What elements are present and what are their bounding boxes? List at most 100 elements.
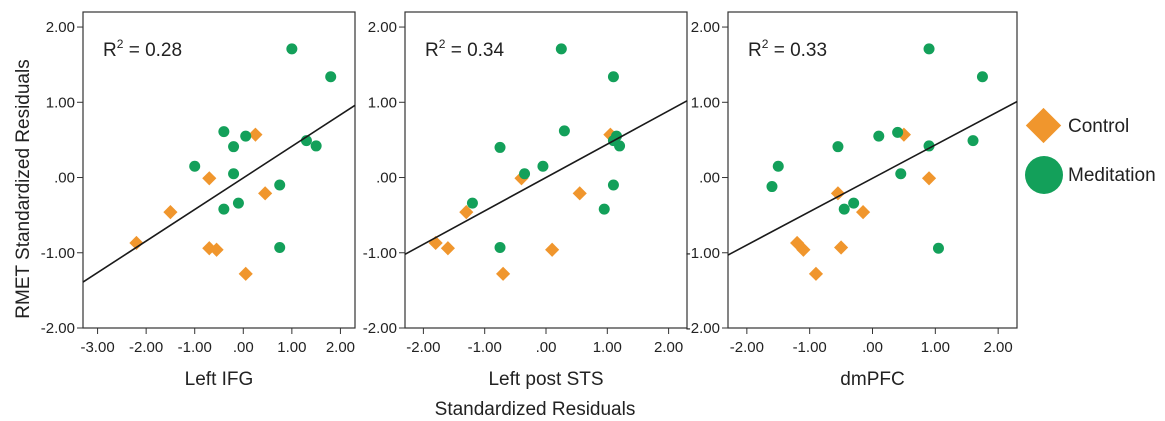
meditation-point bbox=[772, 160, 784, 172]
scatter-panel-1: -2.00 -1.00 .00 1.00 2.00 -3.00 -2.00 -1.00 .00 1… bbox=[41, 11, 356, 390]
scatter-panels: -2.00 -1.00 .00 1.00 2.00 -3.00 -2.00 -1.00 .00 1… bbox=[41, 11, 1018, 390]
r-squared-label: R2 = 0.33 bbox=[748, 37, 827, 61]
y-tick-label: -2.00 bbox=[41, 320, 75, 337]
meditation-point bbox=[848, 197, 860, 209]
y-tick-label: -1.00 bbox=[41, 245, 75, 262]
meditation-point bbox=[218, 126, 230, 138]
y-tick-label: -1.00 bbox=[363, 245, 397, 262]
meditation-point bbox=[325, 71, 337, 83]
legend-item-control: Control bbox=[1025, 107, 1129, 144]
plot-frame bbox=[82, 11, 356, 329]
x-tick-label: -1.00 bbox=[178, 339, 212, 356]
x-tick-label: 2.00 bbox=[984, 339, 1013, 356]
control-point bbox=[856, 205, 871, 220]
legend-label-control: Control bbox=[1068, 116, 1129, 137]
meditation-point bbox=[466, 197, 478, 209]
x-tick-label: .00 bbox=[233, 339, 254, 356]
y-tick-label: 1.00 bbox=[46, 94, 75, 111]
x-axis-label: Left post STS bbox=[488, 369, 603, 390]
meditation-point bbox=[895, 168, 907, 180]
y-tick-label: .00 bbox=[376, 170, 397, 187]
meditation-point bbox=[228, 168, 240, 180]
x-tick-label: -1.00 bbox=[468, 339, 502, 356]
meditation-point bbox=[892, 126, 904, 138]
meditation-point bbox=[189, 160, 201, 172]
meditation-point bbox=[274, 241, 286, 253]
legend: Control Meditation bbox=[1025, 107, 1156, 194]
x-tick-label: -2.00 bbox=[730, 339, 764, 356]
x-tick-label: 1.00 bbox=[593, 339, 622, 356]
meditation-point bbox=[838, 203, 850, 215]
control-point bbox=[129, 235, 144, 251]
meditation-point bbox=[598, 203, 610, 215]
x-tick-label: 2.00 bbox=[654, 339, 683, 356]
meditation-point bbox=[967, 135, 979, 147]
control-point bbox=[440, 241, 455, 256]
meditation-point bbox=[494, 141, 506, 153]
regression-line bbox=[727, 100, 1018, 256]
control-point bbox=[238, 266, 253, 281]
control-point bbox=[834, 240, 849, 255]
y-tick-label: 2.00 bbox=[368, 19, 397, 36]
meditation-point bbox=[923, 140, 935, 152]
legend-diamond-marker bbox=[1025, 107, 1062, 144]
control-point bbox=[921, 171, 937, 186]
x-tick-label: 1.00 bbox=[921, 339, 950, 356]
y-tick-label: .00 bbox=[54, 170, 75, 187]
x-tick-label: 1.00 bbox=[277, 339, 306, 356]
meditation-point bbox=[555, 43, 567, 55]
control-point bbox=[459, 205, 474, 220]
x-tick-label: -2.00 bbox=[406, 339, 440, 356]
control-point bbox=[796, 242, 811, 257]
x-tick-label: -1.00 bbox=[793, 339, 827, 356]
control-point bbox=[545, 242, 560, 257]
meditation-point bbox=[310, 140, 322, 152]
y-tick-label: 2.00 bbox=[691, 19, 720, 36]
meditation-point bbox=[923, 43, 935, 55]
x-axis-label: dmPFC bbox=[840, 369, 904, 390]
x-axis-label: Left IFG bbox=[185, 369, 254, 390]
control-point bbox=[202, 171, 217, 186]
meditation-point bbox=[766, 181, 778, 193]
y-axis-label: RMET Standardized Residuals bbox=[13, 59, 34, 318]
r-squared-label: R2 = 0.34 bbox=[425, 37, 504, 61]
meditation-point bbox=[218, 203, 230, 215]
meditation-point bbox=[537, 160, 549, 172]
meditation-point bbox=[832, 141, 844, 153]
y-tick-label: -1.00 bbox=[686, 245, 720, 262]
regression-line bbox=[404, 100, 688, 255]
control-point bbox=[830, 186, 846, 201]
regression-line bbox=[82, 104, 356, 283]
y-tick-label: 1.00 bbox=[368, 94, 397, 111]
y-tick-label: -2.00 bbox=[363, 320, 397, 337]
control-point bbox=[572, 186, 587, 201]
meditation-point bbox=[232, 197, 244, 209]
meditation-point bbox=[286, 43, 298, 55]
meditation-point bbox=[976, 71, 988, 83]
meditation-point bbox=[228, 141, 240, 153]
meditation-point bbox=[873, 130, 885, 142]
x-tick-label: -3.00 bbox=[80, 339, 114, 356]
y-tick-label: .00 bbox=[699, 170, 720, 187]
control-point bbox=[163, 205, 178, 220]
legend-circle-marker bbox=[1025, 156, 1063, 194]
shared-x-axis-label: Standardized Residuals bbox=[435, 399, 636, 420]
control-point bbox=[248, 127, 263, 142]
control-point bbox=[258, 186, 273, 201]
x-tick-label: -2.00 bbox=[129, 339, 163, 356]
x-tick-label: 2.00 bbox=[326, 339, 355, 356]
meditation-point bbox=[519, 168, 531, 180]
control-point bbox=[209, 242, 224, 257]
y-tick-label: -2.00 bbox=[686, 320, 720, 337]
control-point bbox=[496, 266, 511, 281]
meditation-point bbox=[240, 130, 252, 142]
y-tick-label: 1.00 bbox=[691, 94, 720, 111]
r-squared-label: R2 = 0.28 bbox=[103, 37, 182, 61]
scatter-panel-2: -2.00 -1.00 .00 1.00 2.00 -2.00 -1.00 .00 1.00 2.… bbox=[363, 11, 688, 390]
scatter-panel-3: -2.00 -1.00 .00 1.00 2.00 -2.00 -1.00 .00 1.00 2.… bbox=[686, 11, 1018, 390]
legend-label-meditation: Meditation bbox=[1068, 165, 1156, 186]
meditation-point bbox=[558, 125, 570, 137]
meditation-point bbox=[274, 179, 286, 191]
meditation-point bbox=[607, 179, 619, 191]
